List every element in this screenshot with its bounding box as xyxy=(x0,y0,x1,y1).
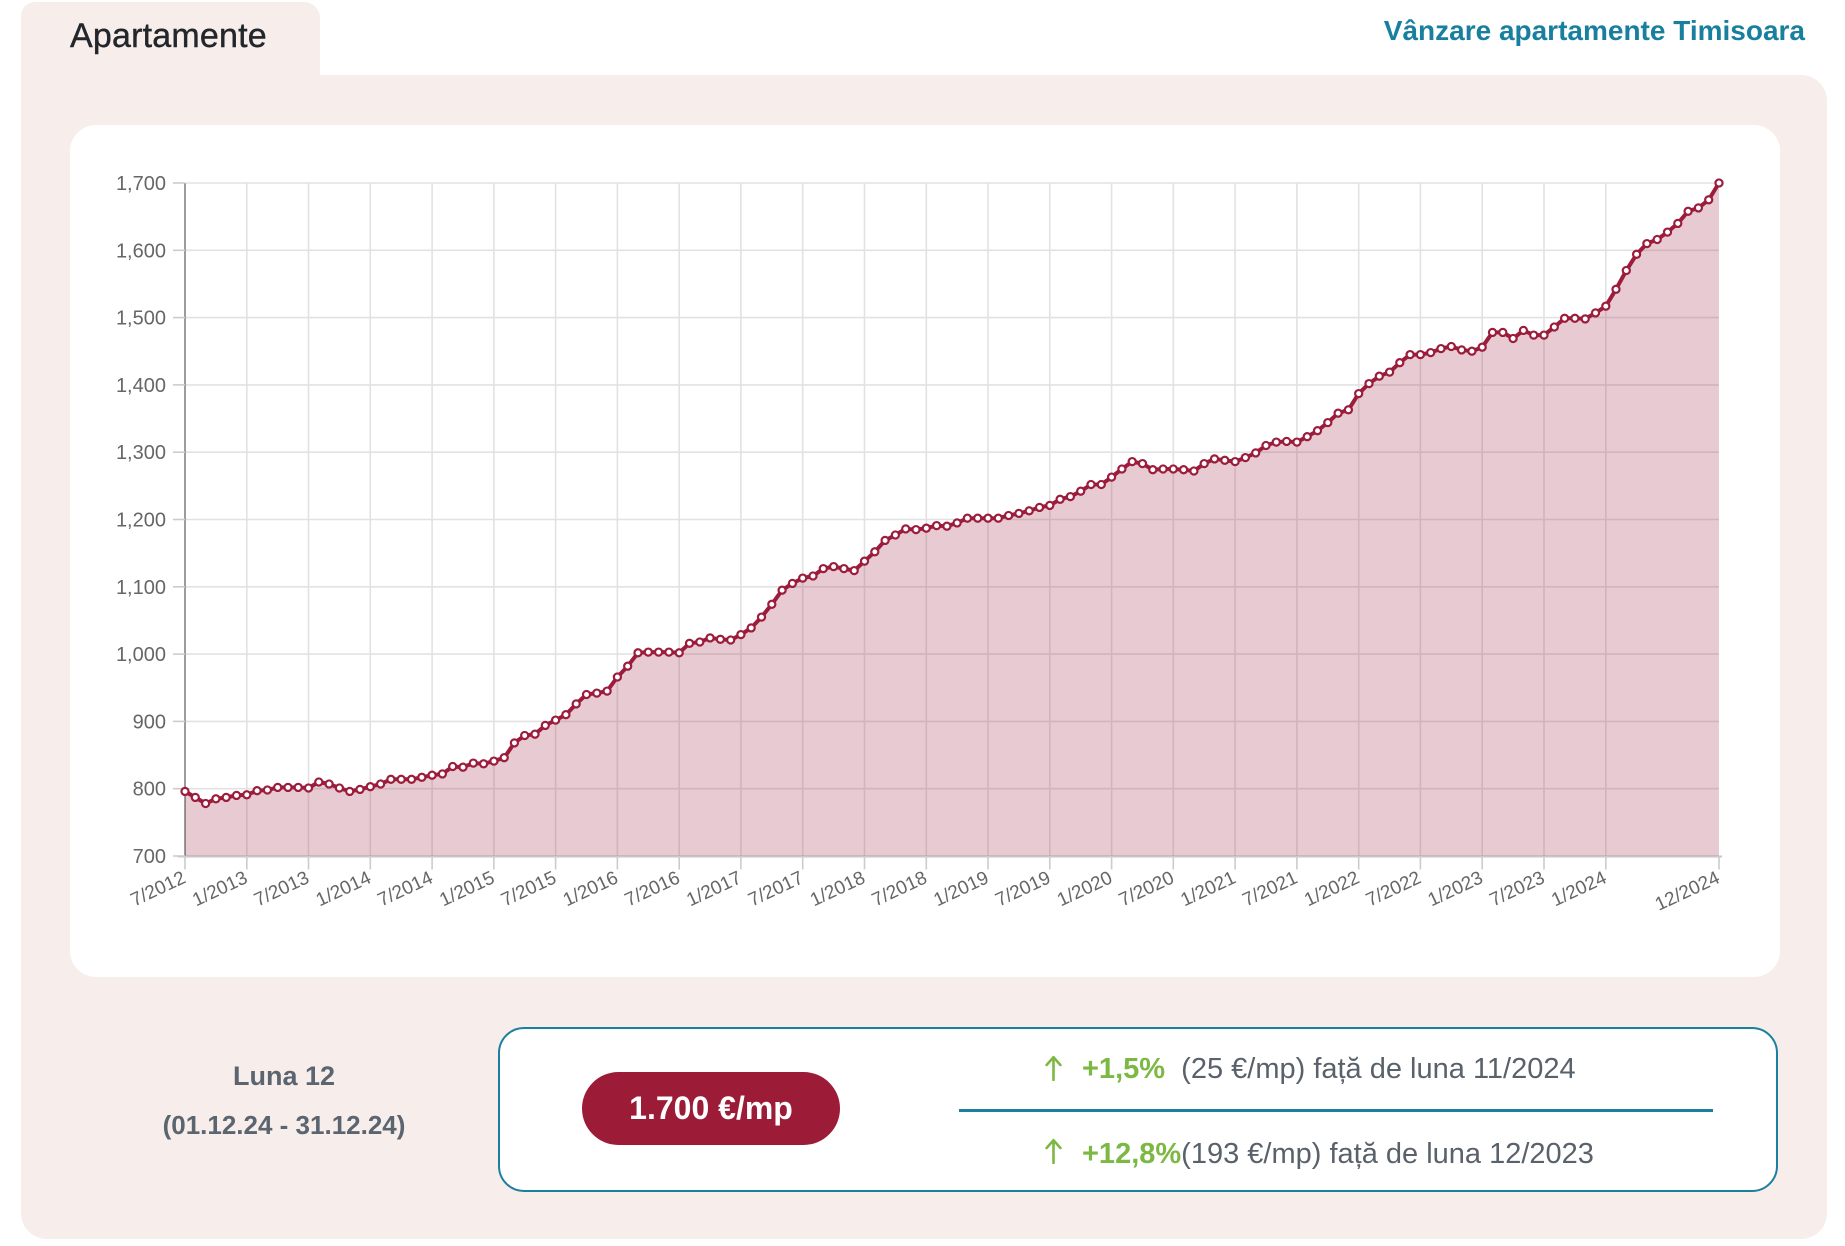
svg-text:7/2015: 7/2015 xyxy=(498,867,560,911)
svg-text:900: 900 xyxy=(133,711,166,733)
svg-text:1,300: 1,300 xyxy=(116,442,166,464)
svg-text:1/2022: 1/2022 xyxy=(1301,867,1363,911)
svg-text:700: 700 xyxy=(133,846,166,868)
svg-text:1/2021: 1/2021 xyxy=(1178,867,1240,911)
svg-text:1,100: 1,100 xyxy=(116,577,166,599)
svg-text:1,200: 1,200 xyxy=(116,510,166,532)
svg-text:7/2019: 7/2019 xyxy=(992,867,1054,911)
svg-text:1/2018: 1/2018 xyxy=(807,867,869,911)
svg-text:1/2015: 1/2015 xyxy=(436,867,498,911)
svg-text:7/2020: 7/2020 xyxy=(1116,867,1178,911)
svg-text:7/2022: 7/2022 xyxy=(1363,867,1425,911)
svg-text:1,700: 1,700 xyxy=(116,173,166,195)
svg-text:7/2018: 7/2018 xyxy=(869,867,931,911)
svg-text:7/2021: 7/2021 xyxy=(1239,867,1301,911)
svg-text:1,000: 1,000 xyxy=(116,644,166,666)
svg-text:1/2016: 1/2016 xyxy=(560,867,622,911)
svg-text:1/2023: 1/2023 xyxy=(1425,867,1487,911)
svg-text:1,400: 1,400 xyxy=(116,375,166,397)
svg-text:1/2020: 1/2020 xyxy=(1054,867,1116,911)
svg-text:1/2013: 1/2013 xyxy=(189,867,251,911)
svg-text:1/2019: 1/2019 xyxy=(931,867,993,911)
svg-text:12/2024: 12/2024 xyxy=(1652,867,1724,915)
svg-text:1/2014: 1/2014 xyxy=(313,867,375,911)
svg-text:7/2014: 7/2014 xyxy=(375,867,437,911)
svg-text:1/2017: 1/2017 xyxy=(683,867,745,911)
svg-text:7/2013: 7/2013 xyxy=(251,867,313,911)
svg-text:7/2023: 7/2023 xyxy=(1487,867,1549,911)
svg-text:7/2017: 7/2017 xyxy=(745,867,807,911)
svg-text:1,500: 1,500 xyxy=(116,308,166,330)
svg-text:800: 800 xyxy=(133,779,166,801)
svg-text:1,600: 1,600 xyxy=(116,240,166,262)
svg-text:7/2016: 7/2016 xyxy=(622,867,684,911)
svg-text:7/2012: 7/2012 xyxy=(128,867,190,911)
svg-text:1/2024: 1/2024 xyxy=(1548,867,1610,911)
